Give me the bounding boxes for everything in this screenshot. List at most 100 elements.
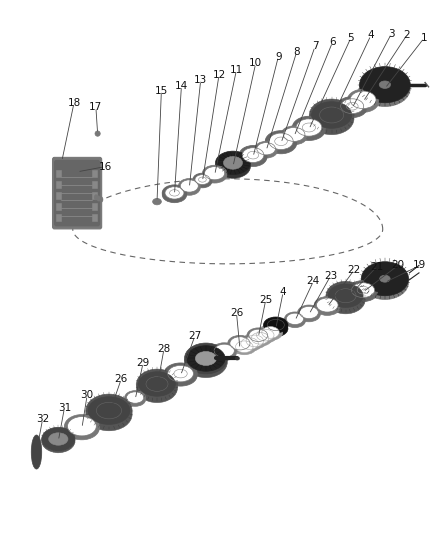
Ellipse shape [285, 314, 305, 328]
Ellipse shape [314, 298, 340, 316]
Ellipse shape [247, 328, 270, 343]
Ellipse shape [348, 282, 378, 302]
Ellipse shape [232, 339, 257, 355]
Ellipse shape [264, 321, 288, 337]
Ellipse shape [165, 187, 184, 199]
Ellipse shape [379, 81, 391, 88]
Ellipse shape [309, 99, 354, 131]
Ellipse shape [215, 155, 251, 178]
Text: 25: 25 [259, 295, 272, 305]
Ellipse shape [326, 285, 365, 314]
Ellipse shape [99, 197, 103, 202]
Ellipse shape [296, 119, 322, 136]
Text: 12: 12 [212, 70, 226, 80]
Ellipse shape [230, 337, 250, 350]
Ellipse shape [162, 185, 187, 201]
Ellipse shape [341, 99, 364, 114]
Ellipse shape [317, 298, 338, 312]
Ellipse shape [352, 282, 374, 297]
Text: 11: 11 [230, 65, 243, 75]
Text: 30: 30 [81, 390, 94, 400]
Ellipse shape [249, 329, 268, 342]
Ellipse shape [237, 336, 262, 352]
Ellipse shape [127, 392, 144, 403]
Ellipse shape [281, 126, 307, 143]
Text: 5: 5 [347, 33, 354, 43]
Text: 31: 31 [58, 403, 71, 413]
Text: 4: 4 [280, 287, 286, 297]
Ellipse shape [350, 91, 376, 109]
Ellipse shape [264, 317, 288, 333]
Ellipse shape [286, 313, 304, 325]
Text: 18: 18 [67, 98, 81, 108]
Ellipse shape [361, 262, 409, 296]
Ellipse shape [326, 281, 365, 310]
Ellipse shape [202, 167, 227, 183]
Bar [92, 214, 97, 221]
Ellipse shape [152, 198, 161, 205]
Ellipse shape [309, 103, 354, 135]
Ellipse shape [292, 118, 325, 141]
Ellipse shape [248, 330, 272, 346]
Ellipse shape [139, 372, 175, 396]
Ellipse shape [285, 312, 305, 326]
Ellipse shape [265, 131, 297, 152]
Bar [92, 171, 97, 177]
Bar [57, 181, 61, 188]
Text: 23: 23 [324, 271, 337, 280]
Ellipse shape [360, 70, 410, 107]
Text: 20: 20 [392, 261, 405, 270]
Ellipse shape [246, 335, 264, 347]
Ellipse shape [178, 179, 200, 193]
Ellipse shape [253, 327, 278, 343]
Text: 29: 29 [136, 358, 150, 368]
Ellipse shape [228, 335, 252, 351]
Ellipse shape [265, 133, 297, 154]
Ellipse shape [347, 89, 379, 110]
Ellipse shape [257, 329, 274, 341]
Ellipse shape [297, 305, 320, 320]
Text: 32: 32 [36, 414, 49, 424]
Bar [92, 192, 97, 199]
Ellipse shape [97, 196, 100, 201]
Ellipse shape [64, 415, 99, 438]
Ellipse shape [258, 325, 283, 341]
Text: 14: 14 [175, 81, 188, 91]
Ellipse shape [137, 373, 177, 402]
Text: 13: 13 [194, 76, 207, 85]
Ellipse shape [187, 346, 225, 371]
Ellipse shape [42, 429, 75, 453]
Ellipse shape [205, 167, 225, 180]
Ellipse shape [311, 102, 352, 128]
Ellipse shape [292, 116, 325, 139]
Ellipse shape [88, 397, 130, 424]
Text: 26: 26 [115, 374, 128, 384]
Ellipse shape [239, 146, 267, 165]
Text: 1: 1 [421, 33, 427, 43]
Bar [57, 204, 61, 210]
Ellipse shape [49, 433, 68, 445]
Ellipse shape [283, 127, 305, 141]
Ellipse shape [314, 296, 340, 313]
Ellipse shape [362, 70, 408, 100]
Ellipse shape [236, 341, 253, 353]
Ellipse shape [241, 338, 258, 350]
Ellipse shape [337, 99, 367, 118]
Text: 10: 10 [249, 59, 262, 68]
Ellipse shape [269, 133, 293, 150]
Ellipse shape [42, 427, 75, 451]
Ellipse shape [80, 170, 83, 173]
Ellipse shape [364, 265, 406, 293]
Ellipse shape [137, 369, 177, 399]
Ellipse shape [297, 307, 320, 322]
Ellipse shape [337, 96, 367, 116]
Ellipse shape [64, 416, 99, 440]
Bar [92, 204, 97, 210]
Text: 2: 2 [403, 30, 410, 41]
Ellipse shape [300, 306, 318, 319]
Text: 17: 17 [89, 102, 102, 112]
Ellipse shape [164, 365, 197, 386]
Ellipse shape [347, 91, 379, 112]
Ellipse shape [86, 394, 132, 427]
Ellipse shape [184, 347, 227, 377]
